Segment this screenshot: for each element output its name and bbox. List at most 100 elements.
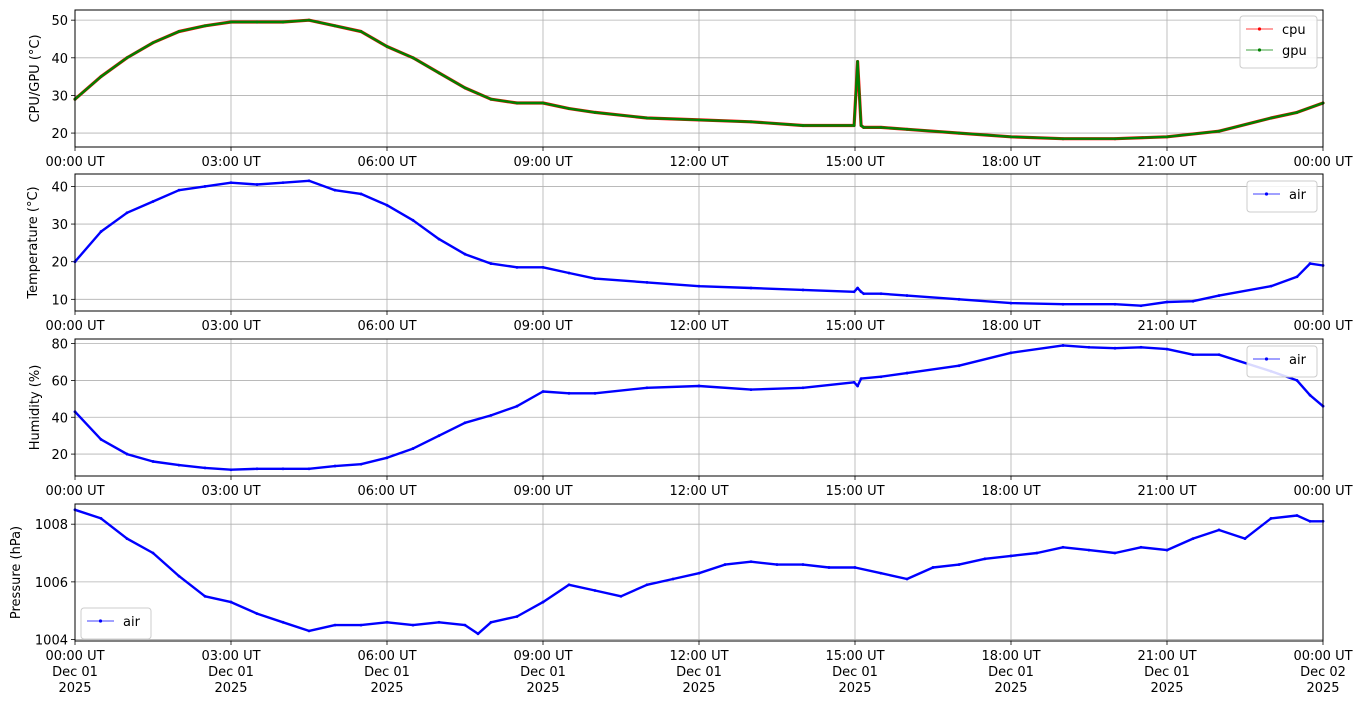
data-point-air xyxy=(827,566,831,569)
x-tick-label: 00:00 UT xyxy=(45,319,104,334)
data-point-gpu xyxy=(1295,110,1299,114)
data-point-air xyxy=(489,262,493,265)
data-point-air xyxy=(749,286,753,290)
data-point-air xyxy=(1295,379,1299,382)
data-point-air xyxy=(229,181,233,185)
x-tick-label: 21:00 UT xyxy=(1137,155,1196,170)
data-point-air xyxy=(359,623,363,627)
legend: cpu gpu xyxy=(1239,15,1318,69)
x-tick-label: 12:00 UT xyxy=(669,155,728,170)
data-point-air xyxy=(541,265,545,269)
data-point-air xyxy=(1269,517,1273,520)
data-point-air xyxy=(281,620,285,624)
panel-1: 00:00 UT 03:00 UT 06:00 UT 09:00 UT 12:00 UT… xyxy=(28,9,1353,170)
x-tick-label: 18:00 UT xyxy=(981,319,1040,334)
x-tick-label: 15:00 UT xyxy=(825,319,884,334)
data-point-air xyxy=(99,517,103,520)
data-point-air xyxy=(1113,302,1117,306)
data-point-air xyxy=(1217,353,1221,357)
panel-2: 00:00 UT 03:00 UT 06:00 UT 09:00 UT 12:00 UT… xyxy=(26,173,1353,334)
data-point-air xyxy=(801,386,805,390)
y-axis-label: Humidity (%) xyxy=(28,365,43,451)
data-point-air xyxy=(463,421,467,425)
data-point-air xyxy=(567,271,571,275)
x-tick-label: 06:00 UT xyxy=(357,484,416,499)
data-point-air xyxy=(255,467,259,471)
legend: air xyxy=(1246,180,1318,213)
legend-label-cpu: cpu xyxy=(1282,23,1306,38)
data-point-air xyxy=(489,620,493,624)
data-point-gpu xyxy=(177,30,181,33)
data-point-air xyxy=(541,600,545,604)
data-point-air xyxy=(645,280,649,284)
data-point-air xyxy=(1009,554,1013,558)
data-point-air xyxy=(1217,294,1221,297)
data-point-gpu xyxy=(281,20,285,24)
y-tick-label: 40 xyxy=(51,411,68,426)
data-point-air xyxy=(255,612,259,615)
data-point-gpu xyxy=(852,124,856,127)
axes-frame xyxy=(74,173,1324,312)
data-point-air xyxy=(1295,514,1299,517)
x-tick-label: 00:00 UT xyxy=(1293,319,1352,334)
data-point-air xyxy=(541,390,545,393)
legend-label-air: air xyxy=(123,615,141,630)
x-tick-label: 06:00 UT xyxy=(357,319,416,334)
data-point-air xyxy=(463,252,467,256)
data-point-air xyxy=(567,391,571,395)
data-point-air xyxy=(385,620,389,624)
data-point-gpu xyxy=(1061,137,1065,141)
y-axis-label: CPU/GPU (°C) xyxy=(28,34,43,122)
data-point-gpu xyxy=(645,116,649,120)
data-point-air xyxy=(1243,537,1247,541)
data-point-air xyxy=(749,388,753,392)
legend-box xyxy=(1246,180,1318,213)
data-point-air xyxy=(1087,345,1091,349)
axes-frame xyxy=(74,338,1324,477)
data-point-air xyxy=(437,434,441,438)
data-point-air xyxy=(125,211,129,215)
data-point-air xyxy=(1061,302,1065,306)
data-point-air xyxy=(411,623,415,627)
data-point-air xyxy=(229,468,233,472)
data-point-air xyxy=(1113,346,1117,350)
data-point-gpu xyxy=(957,131,961,135)
panel-4: 00:00 UT Dec 01 2025 03:00 UT Dec 01 2025 06:0… xyxy=(9,503,1353,696)
x-tick-label: 06:00 UT Dec 01 2025 xyxy=(357,649,416,696)
x-tick-label: 09:00 UT xyxy=(513,319,572,334)
y-tick-label: 20 xyxy=(51,127,68,142)
data-point-air xyxy=(177,574,181,578)
y-tick-label: 30 xyxy=(51,218,68,233)
y-tick-label: 20 xyxy=(51,256,68,271)
data-point-air xyxy=(862,292,866,296)
x-tick-label: 09:00 UT xyxy=(513,155,572,170)
y-tick-label: 1008 xyxy=(35,518,68,533)
data-point-air xyxy=(723,563,727,566)
data-point-gpu xyxy=(255,20,259,24)
legend: air xyxy=(80,607,152,640)
x-tick-label: 15:00 UT xyxy=(825,155,884,170)
data-point-air xyxy=(203,594,207,598)
y-tick-label: 1006 xyxy=(35,576,68,591)
legend: air xyxy=(1246,345,1318,378)
x-tick-label: 00:00 UT xyxy=(45,155,104,170)
data-point-gpu xyxy=(905,127,909,131)
data-point-air xyxy=(697,284,701,288)
data-point-air xyxy=(749,560,753,564)
data-point-air xyxy=(151,460,155,463)
y-tick-label: 1004 xyxy=(35,634,68,649)
data-point-air xyxy=(229,600,233,604)
data-point-gpu xyxy=(856,60,859,63)
data-point-air xyxy=(489,414,493,417)
axes-frame xyxy=(74,9,1324,148)
x-tick-label: 00:00 UT xyxy=(1293,484,1352,499)
data-point-gpu xyxy=(1165,135,1169,139)
data-point-air xyxy=(1308,262,1312,265)
data-point-air xyxy=(1165,347,1169,351)
data-point-air xyxy=(905,371,909,375)
data-point-air xyxy=(593,391,597,395)
data-point-gpu xyxy=(1113,137,1117,141)
data-point-air xyxy=(775,563,779,566)
y-tick-label: 40 xyxy=(51,180,68,195)
